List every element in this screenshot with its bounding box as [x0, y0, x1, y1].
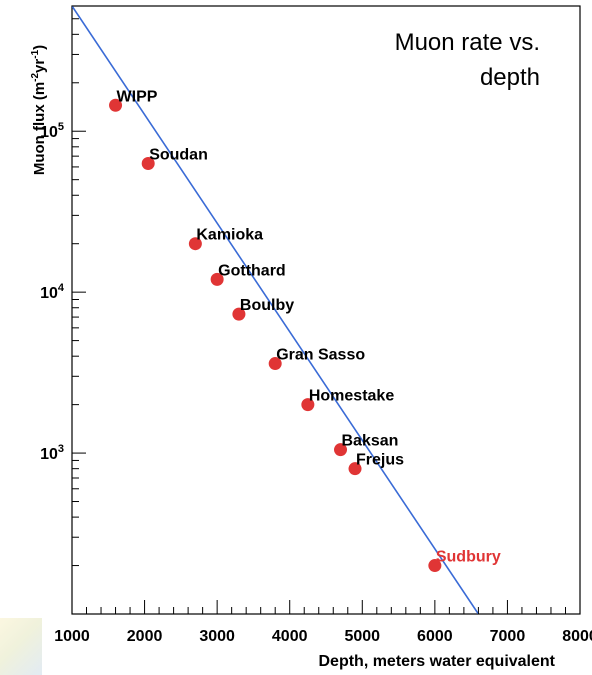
y-axis-label-exp2: -1 [30, 49, 41, 58]
point-label-gotthard: Gotthard [218, 262, 286, 279]
plot-frame [71, 5, 581, 615]
x-tick-label: 2000 [127, 628, 163, 645]
y-axis-label: Muon flux (m-2yr-1) [30, 45, 48, 175]
corner-logo-fragment [0, 618, 42, 675]
data-point-baksan [334, 443, 348, 457]
y-axis-label-end: ) [31, 45, 48, 50]
chart-title-line-1: Muon rate vs. [395, 29, 540, 56]
chart-title-line-2: depth [480, 64, 540, 91]
point-label-wipp: WIPP [117, 88, 158, 105]
point-label-frejus: Frejus [356, 452, 404, 469]
data-point-sudbury [428, 559, 442, 573]
point-label-boulby: Boulby [240, 297, 294, 314]
x-axis-label: Depth, meters water equivalent [318, 653, 555, 670]
x-tick-label: 1000 [54, 628, 90, 645]
y-tick-label: 104 [40, 282, 65, 302]
point-label-sudbury: Sudbury [436, 549, 501, 566]
x-tick-label: 8000 [562, 628, 592, 645]
point-label-kamioka: Kamioka [196, 227, 263, 244]
x-tick-label: 3000 [199, 628, 235, 645]
fit-line-layer [72, 6, 480, 614]
x-tick-label: 7000 [490, 628, 526, 645]
point-label-gran-sasso: Gran Sasso [276, 347, 365, 364]
data-point-soudan [141, 157, 155, 171]
fit-line [72, 6, 480, 614]
point-label-homestake: Homestake [309, 388, 394, 405]
point-labels: WIPP Soudan Kamioka Gotthard Boulby Gran Sass… [117, 88, 501, 565]
point-label-soudan: Soudan [149, 147, 208, 164]
y-tick-label: 103 [40, 443, 64, 463]
x-tick-label: 5000 [344, 628, 380, 645]
y-axis-label-exp1: -2 [30, 73, 41, 82]
x-tick-label: 6000 [417, 628, 453, 645]
point-label-baksan: Baksan [342, 433, 399, 450]
y-tick-label: 105 [40, 121, 64, 141]
data-points [109, 98, 442, 573]
chart-title: Muon rate vs. depth [395, 29, 540, 91]
data-point-gotthard [210, 272, 224, 286]
y-axis-label-mid: yr [31, 59, 48, 73]
data-point-boulby [232, 307, 246, 321]
data-point-wipp [109, 98, 123, 112]
y-tick-labels: 103 104 105 [40, 121, 65, 463]
data-point-homestake [301, 398, 315, 412]
data-point-gran-sasso [268, 357, 282, 371]
data-point-frejus [348, 462, 362, 476]
data-point-kamioka [188, 237, 202, 251]
y-axis-label-main: Muon flux (m [31, 82, 48, 175]
x-tick-labels: 1000 2000 3000 4000 5000 6000 7000 8000 [54, 628, 592, 645]
axis-ticks [71, 5, 581, 615]
x-tick-label: 4000 [272, 628, 308, 645]
